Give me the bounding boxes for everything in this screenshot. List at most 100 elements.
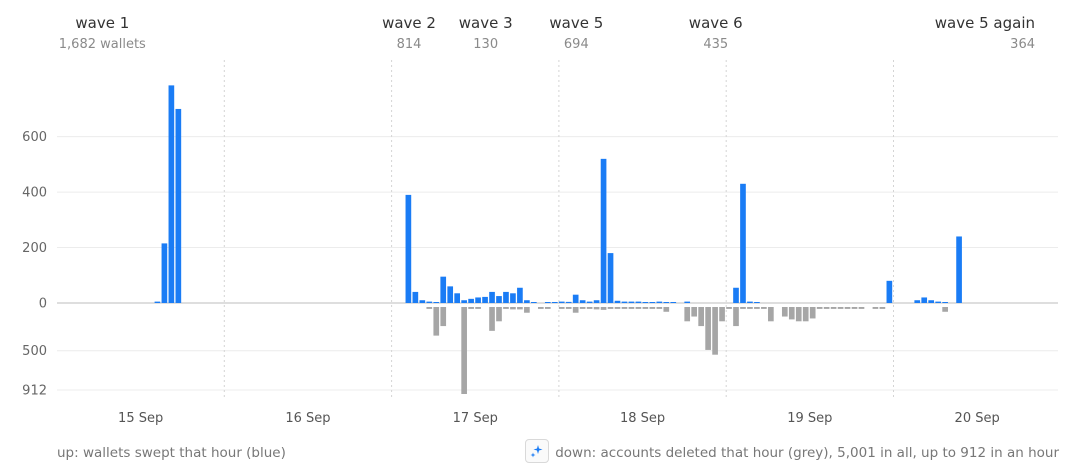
down-bar xyxy=(544,307,551,309)
wave-label: wave 6 xyxy=(689,14,743,32)
down-bar xyxy=(524,307,530,313)
down-bar xyxy=(426,307,433,309)
down-bar xyxy=(733,307,739,327)
day-dividers xyxy=(223,60,894,400)
up-bar xyxy=(468,298,474,303)
down-bar xyxy=(740,307,746,309)
up-bar xyxy=(482,296,488,303)
down-bar xyxy=(712,307,718,355)
bars xyxy=(154,85,962,394)
up-bar xyxy=(733,287,739,303)
up-bar xyxy=(754,302,760,303)
y-tick-label: 912 xyxy=(22,384,47,399)
sparkle-button[interactable] xyxy=(525,439,549,463)
axis-labels: 0 200 400 600 500 912 15 Sep 16 Sep 17 Sep 18 Sep… xyxy=(22,130,1000,426)
down-bar xyxy=(809,307,816,319)
up-bar xyxy=(635,301,642,303)
up-bar xyxy=(544,302,551,303)
wave-count: 694 xyxy=(564,37,589,52)
down-bar xyxy=(747,307,753,309)
x-tick-label: 17 Sep xyxy=(453,411,498,426)
down-bar xyxy=(461,307,467,394)
down-bar xyxy=(558,307,565,309)
up-bar xyxy=(663,302,670,303)
wave-label: wave 1 xyxy=(75,14,129,32)
up-bar xyxy=(496,296,502,303)
up-bar xyxy=(517,287,523,303)
down-bar xyxy=(510,307,516,310)
x-tick-label: 19 Sep xyxy=(787,411,832,426)
up-bar xyxy=(649,302,656,303)
up-bar xyxy=(461,300,467,303)
down-bar xyxy=(768,307,774,322)
up-bar xyxy=(565,301,572,303)
up-bar xyxy=(440,276,447,303)
x-tick-label: 15 Sep xyxy=(118,411,163,426)
up-bar xyxy=(935,301,941,303)
up-bar xyxy=(614,300,621,303)
down-bar xyxy=(942,307,948,312)
up-bar xyxy=(551,302,558,303)
up-bar xyxy=(433,302,440,303)
up-bar xyxy=(454,293,461,303)
up-bar xyxy=(886,280,893,303)
up-bar xyxy=(642,302,649,303)
up-bar xyxy=(914,300,921,303)
y-tick-label: 500 xyxy=(22,344,47,359)
wave-count: 1,682 wallets xyxy=(59,37,146,52)
down-bar xyxy=(628,307,635,309)
x-tick-label: 16 Sep xyxy=(285,411,330,426)
up-bar xyxy=(656,301,663,303)
down-bar xyxy=(781,307,788,317)
down-bar xyxy=(468,307,474,309)
wave-count: 364 xyxy=(1010,37,1035,52)
up-bar xyxy=(524,300,530,303)
down-bar xyxy=(802,307,809,322)
up-bar xyxy=(670,302,677,303)
up-bar xyxy=(621,301,628,303)
down-bar xyxy=(614,307,621,309)
wave-count: 814 xyxy=(397,37,422,52)
up-bar xyxy=(628,301,635,303)
up-bar xyxy=(579,300,586,303)
wave-annotations: wave 1 1,682 wallets wave 2 814 wave 3 130 wav… xyxy=(59,14,1035,52)
down-bar xyxy=(705,307,711,350)
up-bar xyxy=(419,300,426,303)
down-bar xyxy=(642,307,649,309)
up-bar xyxy=(558,301,565,303)
down-bar xyxy=(698,307,704,327)
down-bar xyxy=(433,307,440,336)
down-bar xyxy=(761,307,767,309)
up-bar xyxy=(600,158,607,303)
down-bar xyxy=(851,307,858,309)
up-bar xyxy=(942,302,948,303)
up-bar xyxy=(607,253,614,303)
down-bar xyxy=(565,307,572,309)
down-bar xyxy=(816,307,823,309)
down-bar xyxy=(858,307,865,309)
up-bar xyxy=(956,236,962,303)
up-bar xyxy=(586,301,593,303)
wave-chart: 0 200 400 600 500 912 15 Sep 16 Sep 17 Sep 18 Sep… xyxy=(22,14,1058,426)
up-bar xyxy=(921,297,928,303)
up-bar xyxy=(175,108,182,303)
down-bar xyxy=(489,307,495,331)
down-bar xyxy=(837,307,844,309)
y-tick-label: 400 xyxy=(22,186,47,201)
y-tick-label: 200 xyxy=(22,241,47,256)
down-bar xyxy=(788,307,795,320)
up-bar xyxy=(593,300,600,303)
up-bar xyxy=(475,297,481,303)
sparkle-icon xyxy=(530,445,543,458)
down-bar xyxy=(872,307,879,309)
wave-count: 435 xyxy=(703,37,728,52)
x-tick-label: 20 Sep xyxy=(955,411,1000,426)
up-bar xyxy=(503,291,509,303)
down-bar xyxy=(621,307,628,309)
wave-label: wave 2 xyxy=(382,14,436,32)
down-bar xyxy=(475,307,481,309)
up-bar xyxy=(572,294,579,303)
down-bar xyxy=(795,307,802,322)
down-legend: down: accounts deleted that hour (grey),… xyxy=(555,445,1059,461)
down-bar xyxy=(607,307,614,309)
